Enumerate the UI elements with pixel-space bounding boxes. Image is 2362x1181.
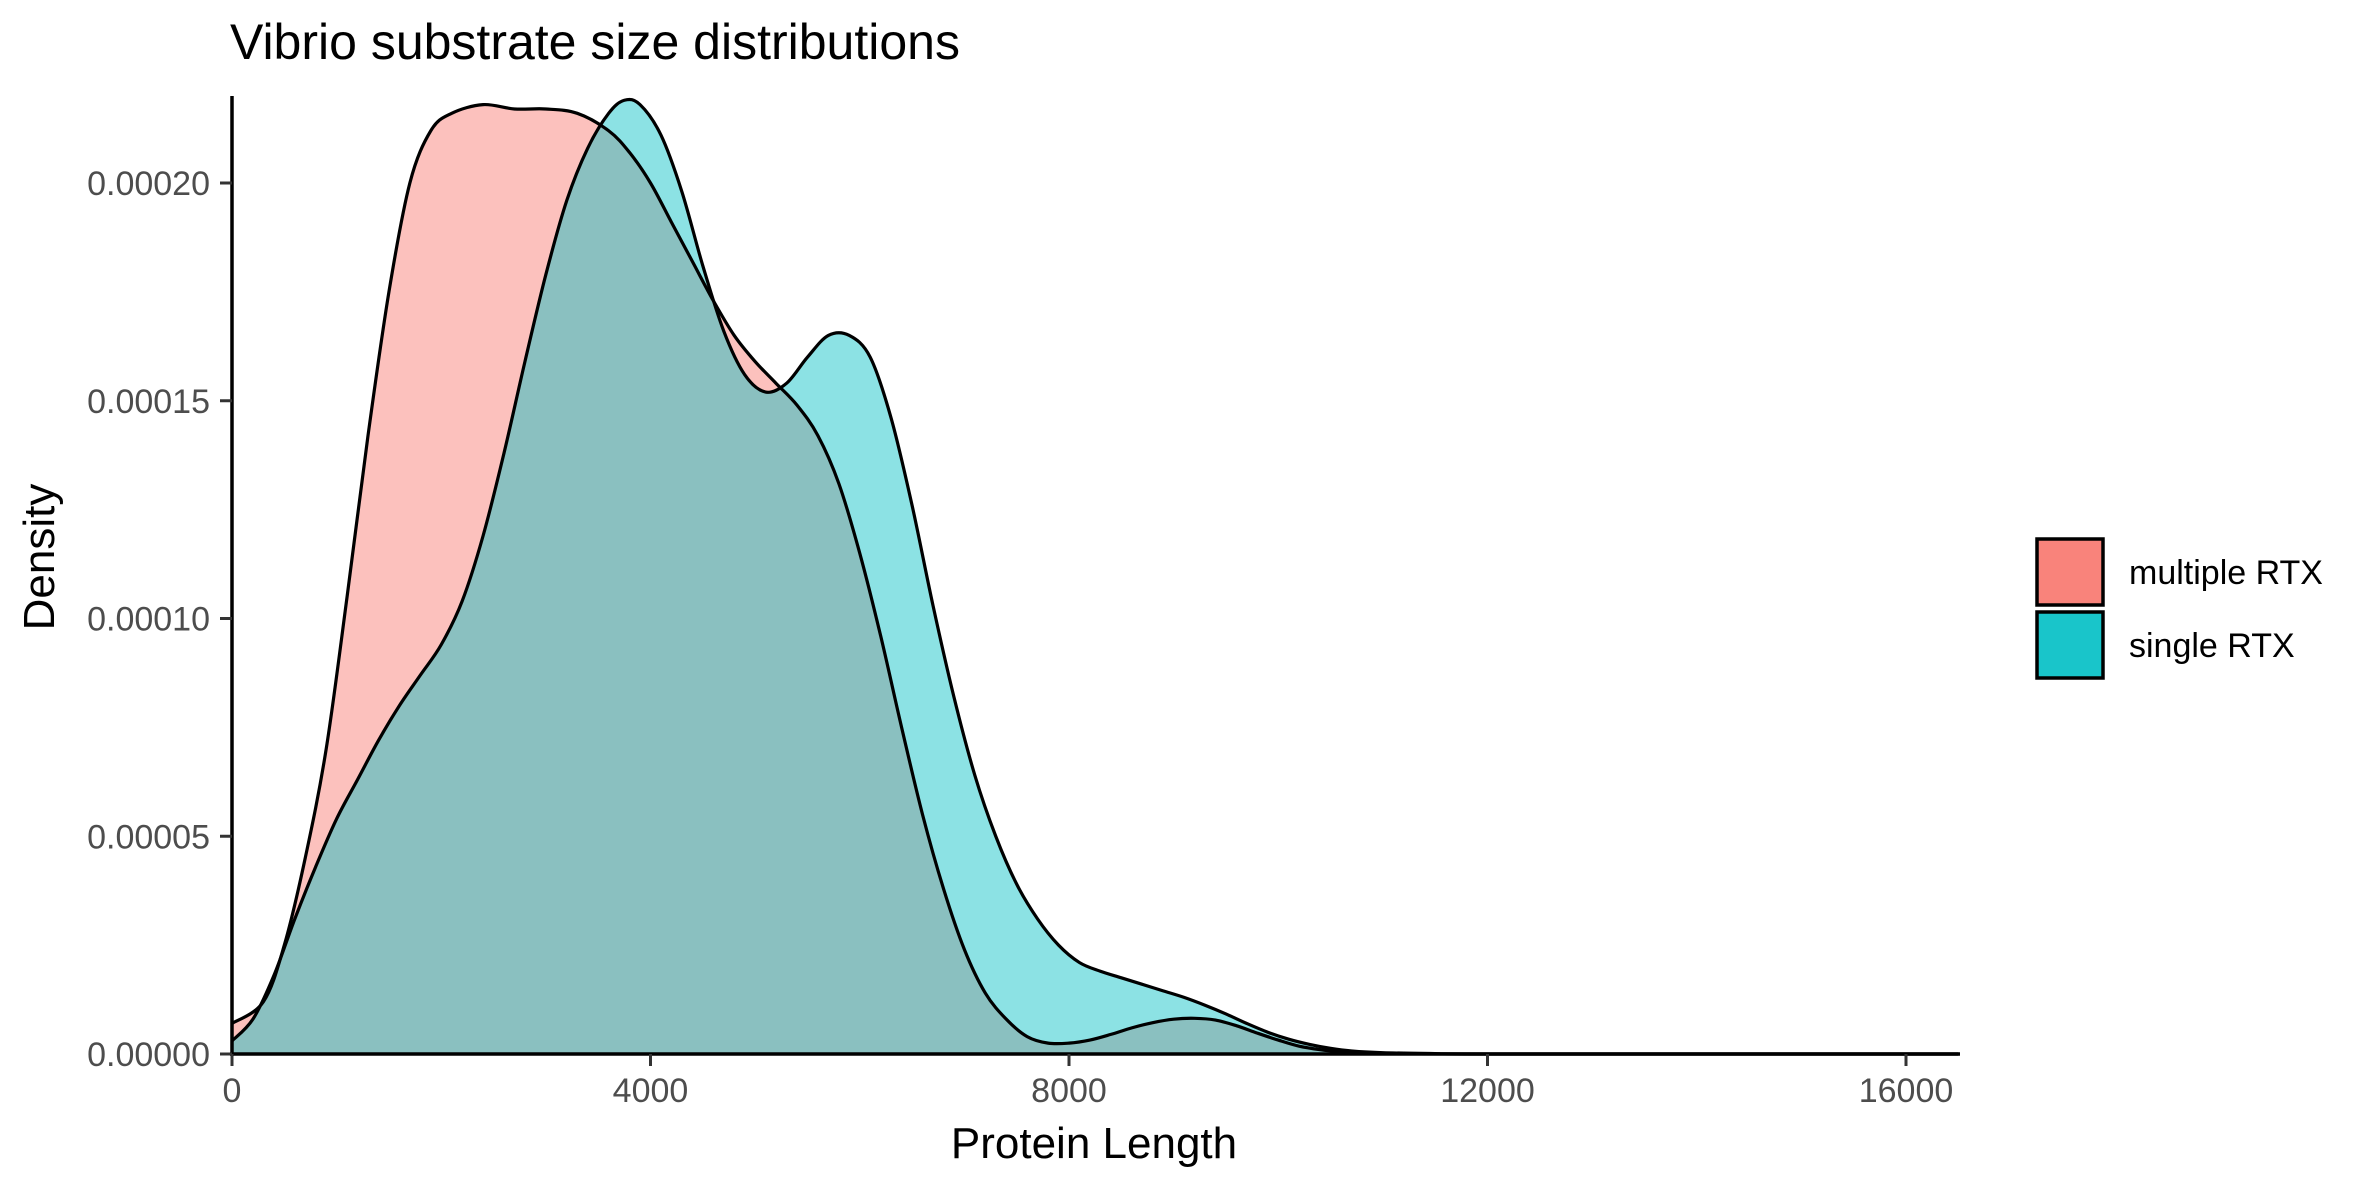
y-tick-label: 0.00015 [87,383,210,421]
x-axis-label: Protein Length [951,1119,1237,1168]
x-tick-label: 0 [223,1072,242,1110]
y-tick-label: 0.00010 [87,601,210,639]
area-multiple-rtx [232,104,1959,1055]
y-tick-label: 0.00005 [87,818,210,856]
legend: multiple RTX single RTX [2035,537,2323,680]
density-areas [232,99,1959,1055]
x-tick-label: 4000 [613,1072,689,1110]
outline-multiple-rtx [231,102,1959,1056]
area-single-rtx [232,99,1959,1055]
chart-title: Vibrio substrate size distributions [230,14,960,70]
legend-key-single-rtx [2035,610,2105,680]
x-axis-ticks: 0 4000 8000 12000 16000 [223,1054,1954,1110]
legend-label-multiple-rtx: multiple RTX [2129,554,2323,592]
x-tick-label: 16000 [1859,1072,1954,1110]
y-tick-label: 0.00000 [87,1036,210,1074]
y-axis-ticks: 0.00000 0.00005 0.00010 0.00015 0.00020 [87,165,232,1074]
y-tick-label: 0.00020 [87,165,210,203]
outline-single-rtx [230,97,1959,1056]
x-tick-label: 12000 [1440,1072,1535,1110]
legend-key-multiple-rtx [2035,537,2105,607]
density-outlines [230,97,1959,1056]
y-axis-label: Density [15,484,64,631]
legend-label-single-rtx: single RTX [2129,627,2295,665]
x-tick-label: 8000 [1031,1072,1107,1110]
